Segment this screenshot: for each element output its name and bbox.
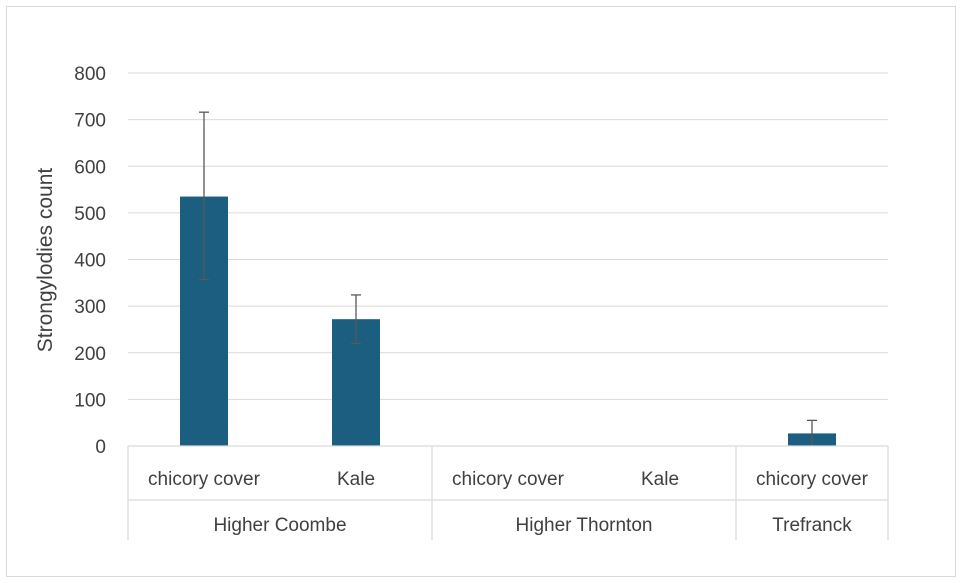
y-tick-label: 300	[74, 297, 106, 318]
chart-area	[6, 6, 956, 577]
y-tick-label: 400	[74, 251, 106, 272]
y-axis-tick-labels: 0 100 200 300 400 500 600 700 800	[74, 64, 106, 458]
x-group-label: Trefranck	[772, 515, 852, 536]
bars	[180, 196, 836, 446]
y-tick-label: 200	[74, 344, 106, 365]
y-tick-label: 100	[74, 390, 106, 411]
y-tick-label: 500	[74, 204, 106, 225]
x-axis: chicory cover Kale Higher Coombe chicory co…	[127, 445, 889, 540]
x-group-label: Higher Thornton	[516, 515, 653, 536]
y-tick-label: 800	[74, 64, 106, 85]
x-group-label: Higher Coombe	[213, 515, 346, 536]
y-axis-label: Strongylodies count	[34, 168, 57, 353]
x-category-label: chicory cover	[756, 469, 869, 490]
gridlines	[128, 72, 888, 400]
error-bars	[199, 111, 817, 446]
y-tick-label: 600	[74, 157, 106, 178]
x-category-label: chicory cover	[452, 469, 565, 490]
y-tick-label: 700	[74, 111, 106, 132]
x-category-label: Kale	[641, 469, 679, 490]
y-tick-label: 0	[95, 437, 106, 458]
x-category-label: Kale	[337, 469, 375, 490]
x-category-label: chicory cover	[148, 469, 261, 490]
